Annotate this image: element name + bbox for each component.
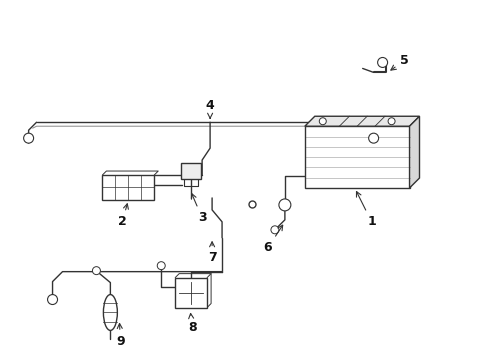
Text: 8: 8 — [188, 314, 196, 334]
Bar — [175, 278, 207, 307]
Circle shape — [157, 262, 165, 270]
Text: 2: 2 — [118, 204, 128, 228]
Circle shape — [24, 133, 34, 143]
Circle shape — [93, 267, 100, 275]
Circle shape — [271, 226, 279, 234]
Circle shape — [279, 199, 291, 211]
Bar — [102, 175, 154, 200]
Polygon shape — [305, 116, 419, 126]
Circle shape — [48, 294, 57, 305]
Text: 4: 4 — [206, 99, 215, 118]
Text: 1: 1 — [357, 192, 376, 228]
Ellipse shape — [103, 294, 118, 330]
Text: 7: 7 — [208, 242, 217, 264]
Text: 3: 3 — [192, 194, 206, 224]
Polygon shape — [410, 116, 419, 188]
FancyBboxPatch shape — [181, 163, 201, 179]
Circle shape — [388, 118, 395, 125]
Circle shape — [319, 118, 326, 125]
Circle shape — [368, 133, 379, 143]
Text: 9: 9 — [116, 324, 124, 348]
Bar — [305, 126, 410, 188]
Text: 6: 6 — [264, 225, 283, 254]
Circle shape — [378, 58, 388, 67]
Text: 5: 5 — [391, 54, 409, 70]
